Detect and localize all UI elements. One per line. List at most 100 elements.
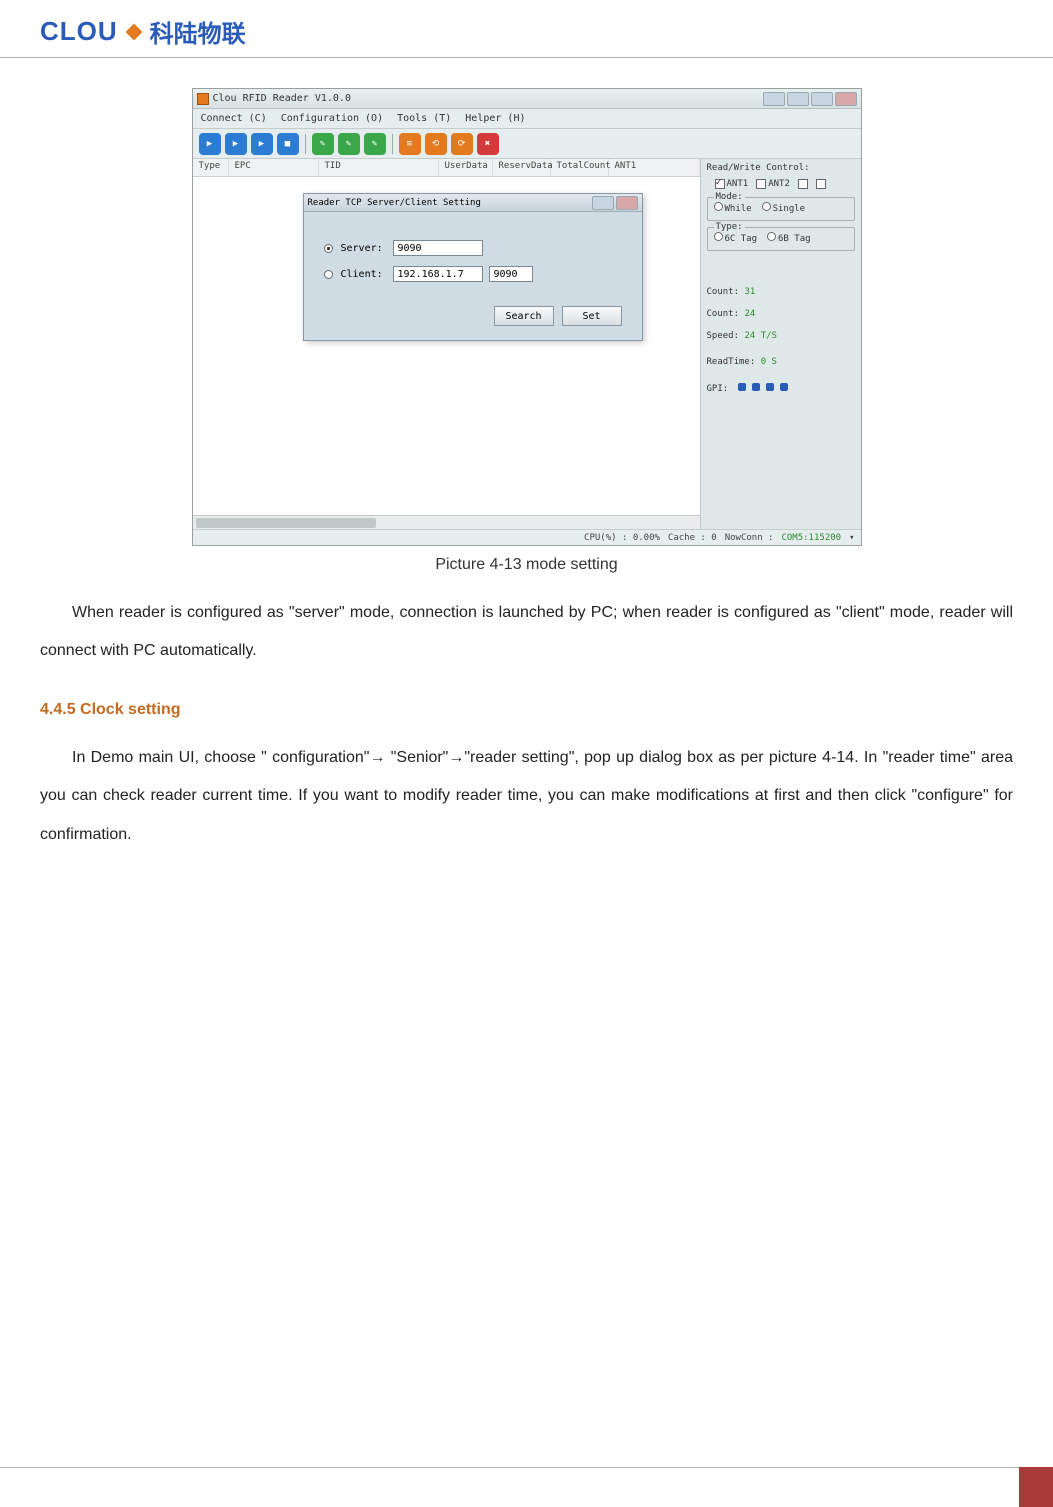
paragraph-clock-description: In Demo main UI, choose " configuration"… — [40, 739, 1013, 854]
toolbar: ▶ ▶ ▶ ■ ✎ ✎ ✎ ≡ ⟲ ⟳ ✖ — [193, 129, 861, 159]
count2-row: Count: 24 — [707, 309, 855, 319]
6c-tag-radio[interactable]: 6C Tag — [714, 232, 758, 244]
status-cpu: CPU(%) : 0.00% — [584, 533, 660, 543]
server-label: Server: — [341, 243, 387, 254]
th-totalcount: TotalCount — [551, 159, 609, 176]
user-data-icon[interactable]: ✎ — [338, 133, 360, 155]
status-cache: Cache : 0 — [668, 533, 717, 543]
dialog-title-bar: Reader TCP Server/Client Setting — [304, 194, 642, 212]
brand-logo: CLOU 科陆物联 — [40, 14, 1013, 49]
dialog-body: Server: Client: Search Set — [304, 212, 642, 340]
ant2-checkbox[interactable]: ANT2 — [756, 179, 790, 189]
minimize-button[interactable] — [763, 92, 785, 106]
menu-bar: Connect (C) Configuration (O) Tools (T) … — [193, 109, 861, 129]
epc-tag-icon[interactable]: ✎ — [312, 133, 334, 155]
read-write-panel: Read/Write Control: ANT1 ANT2 Mode: Whil… — [701, 159, 861, 529]
gpi-indicator-icon — [752, 383, 760, 391]
ant3-checkbox[interactable] — [798, 179, 808, 189]
reload-icon[interactable]: ⟳ — [451, 133, 473, 155]
close-button[interactable] — [835, 92, 857, 106]
th-ant: ANT1 — [609, 159, 700, 176]
horizontal-scrollbar[interactable] — [193, 515, 700, 529]
client-port-input[interactable] — [489, 266, 533, 282]
section-heading: 4.4.5 Clock setting — [40, 701, 1013, 719]
app-icon — [197, 93, 209, 105]
set-button[interactable]: Set — [562, 306, 622, 326]
restore-button[interactable] — [787, 92, 809, 106]
ant4-checkbox[interactable] — [816, 179, 826, 189]
dialog-title: Reader TCP Server/Client Setting — [308, 198, 481, 208]
main-table-area: Type EPC TID UserData ReservData TotalCo… — [193, 159, 701, 529]
list-icon[interactable]: ≡ — [399, 133, 421, 155]
status-bar: CPU(%) : 0.00% Cache : 0 NowConn : COM5:… — [193, 529, 861, 545]
logo-text: CLOU — [40, 16, 118, 47]
logo-mark-icon — [125, 23, 142, 40]
page-header: CLOU 科陆物联 — [0, 0, 1053, 58]
footer-accent-block — [1019, 1467, 1053, 1507]
dialog-close-button[interactable] — [616, 196, 638, 210]
single-radio[interactable]: Single — [762, 202, 806, 214]
mode-label: Mode: — [714, 192, 745, 202]
th-userdata: UserData — [439, 159, 493, 176]
figure-caption: Picture 4-13 mode setting — [40, 556, 1013, 574]
dialog-minimize-button[interactable] — [592, 196, 614, 210]
speed-row: Speed: 24 T/S — [707, 331, 855, 341]
tcp-setting-dialog: Reader TCP Server/Client Setting Server: — [303, 193, 643, 341]
maximize-button[interactable] — [811, 92, 833, 106]
client-ip-input[interactable] — [393, 266, 483, 282]
status-nowconn-value: COM5:115200 — [781, 533, 841, 543]
page-footer — [0, 1467, 1053, 1507]
menu-helper[interactable]: Helper (H) — [465, 113, 525, 124]
gpi-indicator-icon — [738, 383, 746, 391]
th-tid: TID — [319, 159, 439, 176]
stop-icon[interactable]: ■ — [277, 133, 299, 155]
checkbox-icon — [715, 179, 725, 189]
menu-configuration[interactable]: Configuration (O) — [281, 113, 383, 124]
gpi-row: GPI: — [707, 383, 855, 394]
search-button[interactable]: Search — [494, 306, 554, 326]
th-epc: EPC — [229, 159, 319, 176]
menu-tools[interactable]: Tools (T) — [397, 113, 451, 124]
page-content: Clou RFID Reader V1.0.0 Connect (C) Conf… — [0, 58, 1053, 854]
window-title: Clou RFID Reader V1.0.0 — [213, 93, 351, 104]
tid-play-icon[interactable]: ▶ — [225, 133, 247, 155]
count1-value: 31 — [744, 287, 755, 297]
readtime-row: ReadTime: 0 S — [707, 357, 855, 367]
toolbar-separator — [305, 134, 306, 154]
edit-icon[interactable]: ✎ — [364, 133, 386, 155]
count1-row: Count: 31 — [707, 287, 855, 297]
speed-value: 24 T/S — [744, 331, 777, 341]
readtime-value: 0 S — [761, 357, 777, 367]
tools-icon[interactable]: ✖ — [477, 133, 499, 155]
count2-value: 24 — [744, 309, 755, 319]
window-title-bar: Clou RFID Reader V1.0.0 — [193, 89, 861, 109]
paragraph-mode-description: When reader is configured as "server" mo… — [40, 594, 1013, 671]
server-port-input[interactable] — [393, 240, 483, 256]
toolbar-separator — [392, 134, 393, 154]
app-window: Clou RFID Reader V1.0.0 Connect (C) Conf… — [192, 88, 862, 546]
scrollbar-thumb[interactable] — [196, 518, 376, 528]
gpi-indicator-icon — [766, 383, 774, 391]
panel-title: Read/Write Control: — [707, 163, 855, 173]
chevron-down-icon[interactable]: ▾ — [849, 533, 854, 543]
gpi-indicator-icon — [780, 383, 788, 391]
type-label: Type: — [714, 222, 745, 232]
6b-tag-radio[interactable]: 6B Tag — [767, 232, 811, 244]
menu-connect[interactable]: Connect (C) — [201, 113, 267, 124]
table-header: Type EPC TID UserData ReservData TotalCo… — [193, 159, 700, 177]
client-label: Client: — [341, 269, 387, 280]
th-reservdata: ReservData — [493, 159, 551, 176]
play-icon[interactable]: ▶ — [251, 133, 273, 155]
refresh-icon[interactable]: ⟲ — [425, 133, 447, 155]
mode-fieldset: Mode: While Single — [707, 197, 855, 221]
th-type: Type — [193, 159, 229, 176]
app-body: Type EPC TID UserData ReservData TotalCo… — [193, 159, 861, 529]
server-radio[interactable] — [324, 244, 333, 253]
while-radio[interactable]: While — [714, 202, 752, 214]
client-radio[interactable] — [324, 270, 333, 279]
status-nowconn-label: NowConn : — [725, 533, 774, 543]
ant1-checkbox[interactable]: ANT1 — [715, 179, 749, 189]
logo-cn-text: 科陆物联 — [150, 14, 246, 49]
checkbox-icon — [756, 179, 766, 189]
epc-play-icon[interactable]: ▶ — [199, 133, 221, 155]
